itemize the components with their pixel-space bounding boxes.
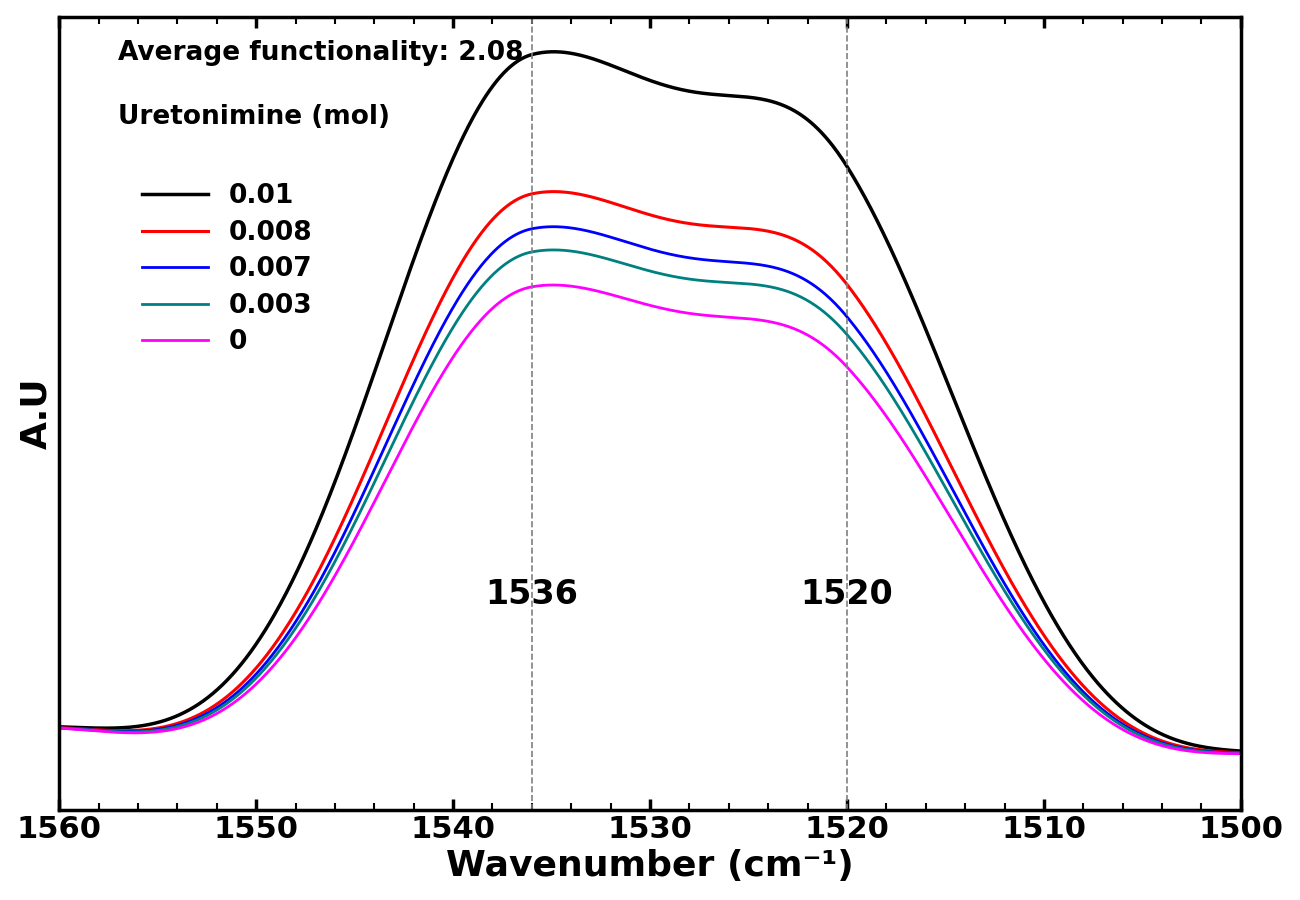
0.003 [1232,748,1248,759]
0.007 [172,719,187,730]
0.007 [546,221,562,232]
Line: 0: 0 [60,285,1240,754]
0.01 [52,722,68,733]
0 [864,392,880,402]
Text: Average functionality: 2.08: Average functionality: 2.08 [118,40,524,67]
0 [172,723,187,734]
0.007 [529,222,545,233]
0.008 [172,717,187,728]
0 [573,283,589,293]
Line: 0.008: 0.008 [60,192,1240,752]
0.003 [974,547,989,558]
0.008 [996,562,1011,572]
0 [52,723,68,734]
0.007 [996,576,1011,587]
0.01 [864,205,880,216]
0.01 [974,462,989,472]
Y-axis label: A.U: A.U [20,377,53,449]
0 [1232,749,1248,760]
Text: Uretonimine (mol): Uretonimine (mol) [118,104,390,130]
Legend: 0.01, 0.008, 0.007, 0.003, 0: 0.01, 0.008, 0.007, 0.003, 0 [131,173,324,366]
0.003 [52,723,68,734]
0 [546,280,562,291]
0.007 [1232,748,1248,759]
0.003 [573,248,589,258]
0.003 [529,246,545,256]
0.008 [52,722,68,733]
0.003 [996,583,1011,594]
0.003 [172,721,187,732]
0.003 [864,361,880,372]
0 [529,281,545,292]
0.01 [529,48,545,58]
0.008 [974,522,989,533]
0.008 [1232,747,1248,758]
0.008 [864,314,880,325]
0.01 [546,47,562,58]
0.008 [546,186,562,197]
0 [974,563,989,574]
0.01 [1232,746,1248,757]
0.003 [546,245,562,256]
0.01 [996,512,1011,523]
0.01 [573,50,589,60]
0.007 [52,723,68,734]
Line: 0.01: 0.01 [60,52,1240,752]
0.01 [172,709,187,720]
0 [996,597,1011,608]
Line: 0.007: 0.007 [60,227,1240,753]
0.008 [529,187,545,198]
Text: 1520: 1520 [801,579,893,611]
0.007 [974,538,989,549]
0.007 [573,224,589,235]
Text: 1536: 1536 [485,579,578,611]
Line: 0.003: 0.003 [60,250,1240,753]
0.007 [864,345,880,356]
0.008 [573,189,589,200]
X-axis label: Wavenumber (cm⁻¹): Wavenumber (cm⁻¹) [446,850,854,883]
